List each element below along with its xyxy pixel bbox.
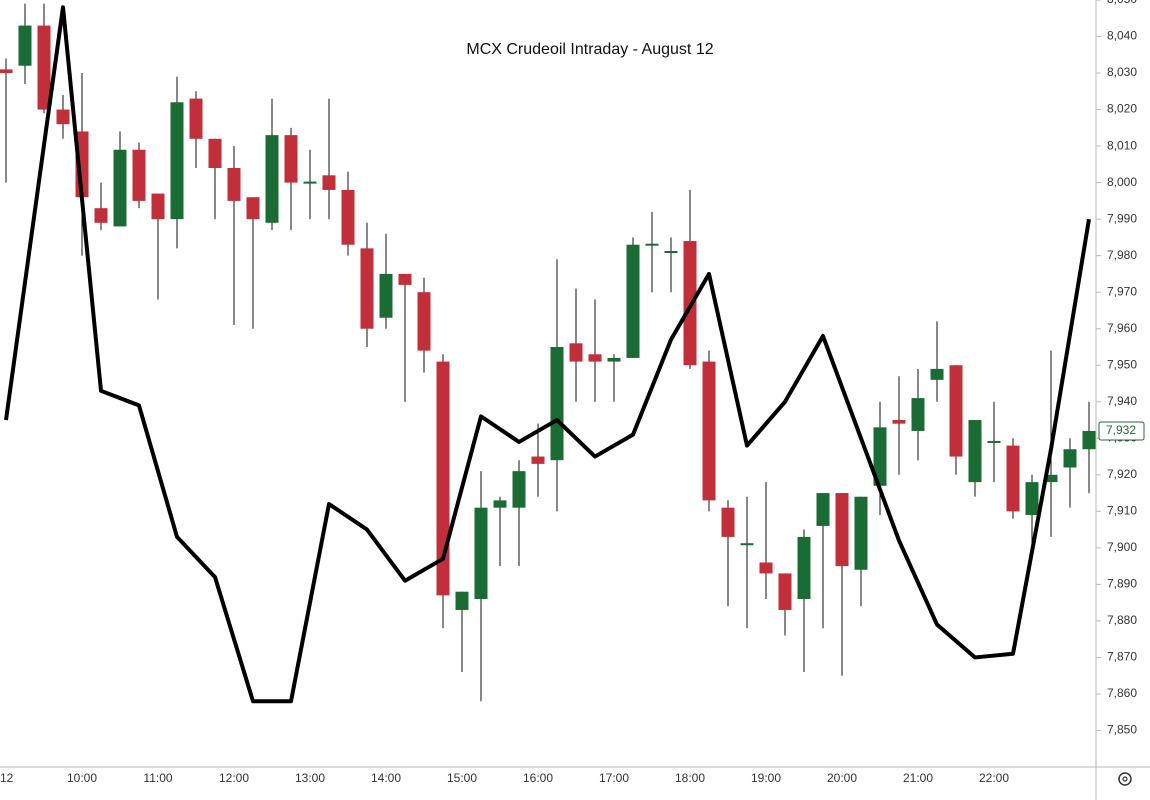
candle-body <box>341 189 355 245</box>
y-tick-label: 8,040 <box>1107 29 1137 43</box>
candle-body <box>0 69 13 74</box>
x-tick-label: 12:00 <box>219 771 249 785</box>
x-tick-label: 19:00 <box>751 771 781 785</box>
y-tick-label: 7,900 <box>1107 540 1137 554</box>
candle-body <box>398 273 412 285</box>
x-tick-label: 12 <box>0 771 14 785</box>
last-price-box <box>1098 421 1145 441</box>
candle-body <box>303 181 317 184</box>
candle-body <box>968 420 982 483</box>
candle-body <box>417 292 431 351</box>
candle-body <box>645 243 659 246</box>
candle-body <box>702 361 716 501</box>
x-tick-label: 21:00 <box>903 771 933 785</box>
candle-body <box>436 361 450 596</box>
candle-body <box>854 496 868 570</box>
candle-body <box>1006 445 1020 512</box>
y-tick-label: 8,050 <box>1107 0 1137 6</box>
candle-body <box>531 456 545 464</box>
candle-body <box>246 197 260 220</box>
settings-icon[interactable] <box>1118 772 1132 786</box>
candle-body <box>512 471 526 508</box>
y-tick-label: 7,960 <box>1107 321 1137 335</box>
candle-body <box>189 98 203 139</box>
candle-body <box>56 109 70 125</box>
x-tick-label: 10:00 <box>67 771 97 785</box>
y-tick-label: 7,990 <box>1107 211 1137 225</box>
candle-body <box>797 536 811 599</box>
candle-body <box>474 507 488 599</box>
y-tick-label: 7,970 <box>1107 284 1137 298</box>
candle-body <box>360 248 374 329</box>
candle-body <box>892 420 906 424</box>
candle-body <box>227 168 241 201</box>
candle-body <box>740 543 754 546</box>
candle-body <box>911 398 925 431</box>
candle-body <box>987 440 1001 443</box>
y-tick-label: 8,020 <box>1107 102 1137 116</box>
overlay-line <box>4 5 1091 704</box>
y-tick-label: 8,000 <box>1107 175 1137 189</box>
candle-body <box>113 149 127 227</box>
x-tick-label: 11:00 <box>143 771 172 785</box>
candle-body <box>455 591 469 610</box>
candle-body <box>949 365 963 457</box>
candle-body <box>322 175 336 190</box>
candle-body <box>626 244 640 358</box>
candle-body <box>550 346 564 461</box>
candle-body <box>208 138 222 169</box>
chart-title: MCX Crudeoil Intraday - August 12 <box>466 41 713 58</box>
candle-body <box>664 251 678 254</box>
y-tick-label: 7,850 <box>1107 723 1137 737</box>
y-tick-label: 7,880 <box>1107 613 1137 627</box>
x-tick-label: 22:00 <box>979 771 1009 785</box>
candle-body <box>265 135 279 223</box>
y-tick-label: 7,940 <box>1107 394 1137 408</box>
x-tick-label: 14:00 <box>371 771 401 785</box>
y-tick-label: 7,860 <box>1107 686 1137 700</box>
candle-body <box>132 149 146 201</box>
y-tick-label: 7,910 <box>1107 504 1137 518</box>
candle-body <box>1063 449 1077 468</box>
x-tick-label: 18:00 <box>675 771 705 785</box>
candle-body <box>1025 482 1039 515</box>
candle-body <box>379 273 393 318</box>
y-tick-label: 7,920 <box>1107 467 1137 481</box>
candle-body <box>170 102 184 220</box>
candle-body <box>37 25 51 110</box>
candle-body <box>94 208 108 223</box>
y-tick-label: 7,870 <box>1107 650 1137 664</box>
plot-area <box>0 3 1096 704</box>
y-tick-label: 7,980 <box>1107 248 1137 262</box>
candle-body <box>569 343 583 362</box>
candle-body <box>284 135 298 183</box>
candle-body <box>607 357 621 362</box>
candle-body <box>778 573 792 610</box>
candle-body <box>493 500 507 508</box>
x-tick-label: 20:00 <box>827 771 857 785</box>
x-tick-label: 17:00 <box>599 771 629 785</box>
candle-body <box>930 368 944 380</box>
candle-body <box>1082 430 1096 450</box>
candle-body <box>721 507 735 537</box>
y-tick-label: 7,890 <box>1107 577 1137 591</box>
last-price-label: 7,932 <box>1106 423 1136 437</box>
candle-body <box>816 493 830 526</box>
candle-body <box>835 493 849 567</box>
y-tick-label: 8,030 <box>1107 65 1137 79</box>
x-tick-label: 13:00 <box>295 771 325 785</box>
candle-body <box>1044 474 1058 483</box>
candle-body <box>18 25 32 66</box>
candle-body <box>873 427 887 486</box>
y-tick-label: 8,010 <box>1107 138 1137 152</box>
candle-body <box>588 354 602 362</box>
x-tick-label: 15:00 <box>447 771 477 785</box>
candle-body <box>759 562 773 574</box>
x-tick-label: 16:00 <box>523 771 553 785</box>
candle-body <box>151 193 165 220</box>
y-tick-label: 7,950 <box>1107 357 1137 371</box>
